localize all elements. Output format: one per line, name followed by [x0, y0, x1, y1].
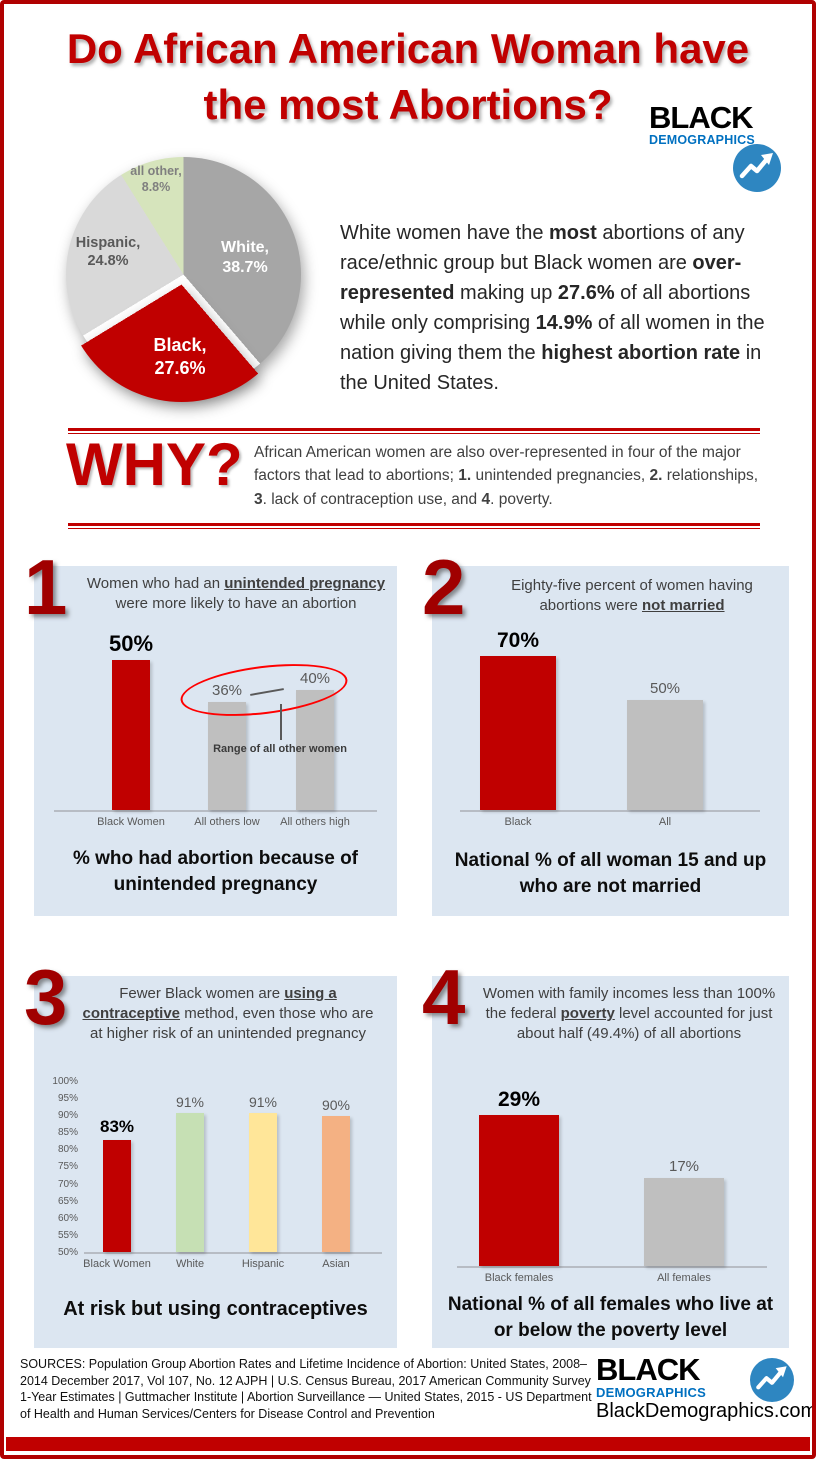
logo-chart-icon [733, 144, 781, 192]
bar-all-others-high [296, 690, 334, 810]
sources-text: SOURCES: Population Group Abortion Rates… [20, 1357, 592, 1421]
divider-top [68, 428, 760, 434]
panel1-header: Women who had an unintended pregnancy we… [86, 575, 386, 612]
intro-paragraph: White women have the most abortions of a… [340, 222, 765, 394]
x-axis-labels: Black Women White Hispanic Asian [83, 1258, 382, 1274]
x-label: Black Women [97, 816, 165, 828]
logo-chart-icon [750, 1358, 794, 1402]
chart-panel-unintended-pregnancy: 1 Women who had an unintended pregnancy … [24, 548, 397, 916]
x-label: Hispanic [241, 1258, 285, 1270]
x-axis-labels: Black All [460, 816, 760, 832]
bar-group-all: 50% [625, 680, 705, 810]
divider-bottom [68, 523, 760, 529]
panel-number-4: 4 [422, 953, 466, 1041]
bar-value-label: 50% [649, 680, 681, 697]
page-title-line1: Do African American Woman have [66, 25, 750, 72]
panel-number-2: 2 [422, 543, 466, 631]
why-heading: WHY? [66, 431, 243, 498]
brand-logo-top: BLACK DEMOGRAPHICS [649, 102, 781, 192]
bar-all [627, 700, 703, 810]
bottom-red-bar [6, 1437, 810, 1451]
annotation-text: Range of all other women [213, 743, 347, 755]
why-text: African American women are also over-rep… [254, 444, 759, 508]
pie-label-black: Black, 27.6% [153, 335, 207, 378]
pie-label-all-other: all other, 8.8% [130, 164, 182, 194]
bar-chart-unintended-pregnancy: 50% 36% 40% Range of all other women [54, 628, 377, 812]
x-label: Asian [322, 1258, 350, 1270]
bar-chart-not-married: 70% 50% [460, 629, 760, 812]
page-title-line2: the most Abortions? [203, 81, 613, 128]
logo-word-demographics: DEMOGRAPHICS [649, 133, 755, 147]
bar-asian [322, 1116, 350, 1252]
x-axis-labels: Black females All females [457, 1272, 767, 1288]
bar-group-all-others-high: 40% [277, 670, 353, 810]
panel2-caption: National % of all woman 15 and up who ar… [454, 850, 767, 897]
bar-value-label: 29% [497, 1088, 541, 1112]
logo-word-black: BLACK [649, 100, 754, 135]
pie-slice-black-exploded [64, 167, 299, 402]
bar-value-label: 91% [248, 1093, 278, 1110]
x-label: Black females [484, 1272, 554, 1284]
bar-black [480, 656, 556, 810]
panel2-header: Eighty-five percent of women having abor… [511, 577, 753, 614]
bar-black-women [103, 1139, 131, 1252]
x-label: White [175, 1258, 205, 1270]
panel4-header: Women with family incomes less than 100%… [482, 985, 776, 1042]
bar-chart-contraceptive-use: 83% 91% 91% 90% [84, 1084, 382, 1254]
bar-group-all-females: 17% [642, 1158, 726, 1266]
x-label: Black Women [83, 1258, 151, 1270]
panel-number-1: 1 [24, 543, 68, 631]
panel4-caption: National % of all females who live at or… [447, 1294, 774, 1341]
x-label: All others high [280, 816, 350, 828]
logo-word-demographics: DEMOGRAPHICS [596, 1385, 707, 1400]
bar-group-black: 70% [478, 629, 558, 810]
chart-panel-poverty: 4 Women with family incomes less than 10… [422, 958, 789, 1348]
bar-all-females [644, 1177, 724, 1266]
bar-group-black-women: 50% [96, 631, 166, 810]
website-url[interactable]: BlackDemographics.com [596, 1400, 816, 1422]
x-axis-labels: Black Women All others low All others hi… [54, 816, 377, 832]
bar-value-label: 36% [211, 682, 243, 699]
x-label: All others low [194, 816, 260, 828]
bar-value-label: 40% [299, 670, 331, 687]
bar-value-label: 90% [321, 1097, 351, 1113]
bar-group-black-females: 29% [477, 1088, 561, 1266]
panel3-caption: At risk but using contraceptives [63, 1298, 368, 1320]
bar-group-all-others-low: 36% [189, 682, 265, 810]
annotation-pointer-line [280, 704, 282, 740]
bar-group-black-women: 83% [84, 1117, 150, 1252]
logo-word-black: BLACK [596, 1352, 701, 1387]
bar-value-label: 91% [175, 1093, 205, 1110]
panel3-header: Fewer Black women are using a contracept… [82, 985, 374, 1042]
brand-logo-bottom: BLACK DEMOGRAPHICS [596, 1354, 794, 1404]
pie-label-hispanic: Hispanic, 24.8% [75, 235, 141, 270]
bar-black-women [112, 660, 150, 810]
bar-value-label: 70% [496, 629, 540, 652]
chart-panel-not-married: 2 Eighty-five percent of women having ab… [422, 548, 789, 916]
x-label: All [658, 816, 672, 828]
bar-value-label: 50% [108, 631, 154, 656]
bar-value-label: 17% [668, 1157, 700, 1175]
panel-number-3: 3 [24, 953, 68, 1041]
bar-hispanic [249, 1112, 277, 1252]
bar-group-white: 91% [157, 1094, 223, 1252]
x-label: Black [504, 816, 532, 828]
bar-value-label: 83% [99, 1116, 135, 1136]
bar-white [176, 1112, 204, 1252]
bar-chart-poverty: 29% 17% [457, 1088, 767, 1268]
panel1-caption: % who had abortion because of unintended… [72, 848, 359, 895]
x-label: All females [657, 1272, 711, 1284]
bar-all-others-low [208, 702, 246, 810]
bar-black-females [479, 1115, 559, 1266]
y-axis-labels: 100% 95% 90% 85% 80% 75% 70% 65% 60% 55% 50% [52, 1076, 78, 1258]
pie-label-white: White, 38.7% [221, 239, 269, 276]
bar-group-hispanic: 91% [230, 1094, 296, 1252]
chart-panel-contraceptive-use: 3 Fewer Black women are using a contrace… [24, 958, 397, 1348]
bar-group-asian: 90% [303, 1097, 369, 1252]
pie-chart-abortions-by-race: all other, 8.8% Hispanic, 24.8% White, 3… [46, 142, 346, 434]
